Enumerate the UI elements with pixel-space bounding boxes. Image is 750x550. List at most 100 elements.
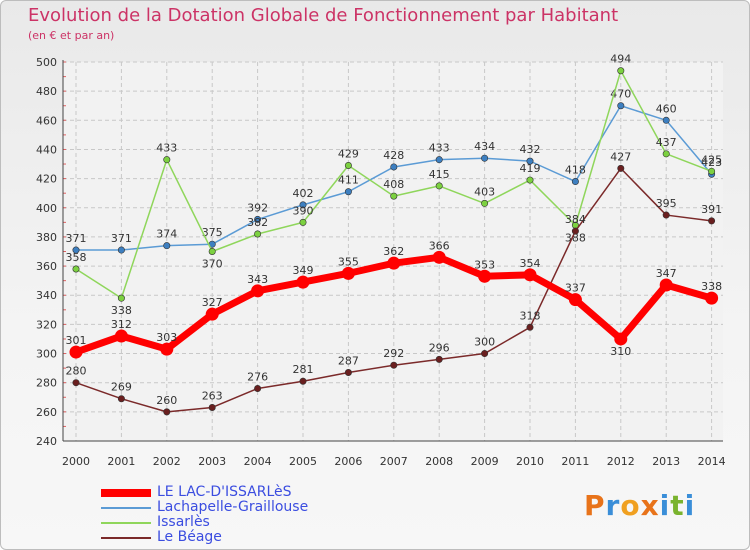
data-label: 337 <box>565 282 586 295</box>
data-point <box>617 102 625 110</box>
data-point <box>617 164 625 172</box>
legend-swatch <box>101 488 151 497</box>
data-point <box>571 178 579 186</box>
y-tick-label: 420 <box>36 173 57 186</box>
data-point <box>478 269 492 283</box>
legend-label: Le Béage <box>157 529 222 545</box>
y-tick-label: 320 <box>36 318 57 331</box>
data-point <box>662 116 670 124</box>
data-point <box>254 385 262 393</box>
data-label: 281 <box>293 363 314 376</box>
data-label: 318 <box>520 309 541 322</box>
data-label: 371 <box>111 232 132 245</box>
data-point <box>296 275 310 289</box>
data-point <box>344 188 352 196</box>
data-label: 338 <box>701 280 722 293</box>
data-point <box>481 350 489 358</box>
data-point <box>69 345 83 359</box>
legend-label: LE LAC-D'ISSARLèS <box>157 484 292 500</box>
logo-letter: r <box>605 489 621 522</box>
data-label: 384 <box>565 213 586 226</box>
data-label: 292 <box>383 347 404 360</box>
chart-title: Evolution de la Dotation Globale de Fonc… <box>28 5 619 26</box>
data-point <box>617 67 625 75</box>
data-point <box>344 368 352 376</box>
data-label: 419 <box>520 162 541 175</box>
data-label: 418 <box>565 164 586 177</box>
x-tick-label: 2008 <box>425 455 453 468</box>
x-tick-label: 2001 <box>107 455 135 468</box>
data-point <box>205 307 219 321</box>
data-label: 276 <box>247 371 268 384</box>
data-label: 428 <box>383 149 404 162</box>
logo-letter: i <box>659 489 671 522</box>
data-point <box>208 248 216 256</box>
x-tick-label: 2006 <box>334 455 362 468</box>
legend: LE LAC-D'ISSARLèS Lachapelle-Graillouse … <box>101 485 308 545</box>
data-label: 433 <box>429 142 450 155</box>
data-label: 310 <box>610 345 631 358</box>
x-tick-label: 2009 <box>471 455 499 468</box>
logo-letter: o <box>620 489 641 522</box>
data-point <box>163 408 171 416</box>
data-point <box>568 293 582 307</box>
x-tick-label: 2005 <box>289 455 317 468</box>
data-point <box>299 201 307 209</box>
logo-letter: x <box>640 489 660 522</box>
y-tick-label: 340 <box>36 289 57 302</box>
data-point <box>662 211 670 219</box>
data-point <box>299 377 307 385</box>
data-point <box>341 266 355 280</box>
x-tick-label: 2000 <box>62 455 90 468</box>
y-tick-label: 460 <box>36 114 57 127</box>
data-point <box>481 199 489 207</box>
data-point <box>387 256 401 270</box>
data-point <box>117 294 125 302</box>
data-point <box>390 361 398 369</box>
data-label: 366 <box>429 239 450 252</box>
x-tick-label: 2007 <box>380 455 408 468</box>
logo-letter: i <box>684 489 696 522</box>
data-label: 355 <box>338 255 359 268</box>
proxiti-logo: Proxiti <box>584 489 695 522</box>
data-label: 296 <box>429 341 450 354</box>
data-point <box>708 217 716 225</box>
data-point <box>390 192 398 200</box>
data-label: 347 <box>656 267 677 280</box>
logo-letter: P <box>584 489 606 522</box>
data-label: 391 <box>701 203 722 216</box>
data-point <box>72 379 80 387</box>
data-point <box>163 242 171 250</box>
data-point <box>344 161 352 169</box>
x-tick-label: 2014 <box>698 455 726 468</box>
y-tick-label: 240 <box>36 435 57 448</box>
data-label: 349 <box>293 264 314 277</box>
data-label: 375 <box>202 226 223 239</box>
data-label: 433 <box>156 142 177 155</box>
data-point <box>614 332 628 346</box>
data-point <box>571 227 579 235</box>
data-label: 371 <box>66 232 87 245</box>
data-label: 312 <box>111 318 132 331</box>
y-tick-label: 400 <box>36 202 57 215</box>
data-point <box>526 323 534 331</box>
data-label: 427 <box>610 150 631 163</box>
data-point <box>72 246 80 254</box>
data-label: 362 <box>383 245 404 258</box>
x-tick-label: 2013 <box>652 455 680 468</box>
chart-subtitle: (en € et par an) <box>28 29 115 42</box>
data-label: 327 <box>202 296 223 309</box>
y-tick-label: 480 <box>36 85 57 98</box>
logo-letter: t <box>670 489 685 522</box>
data-point <box>523 268 537 282</box>
data-label: 301 <box>66 334 87 347</box>
data-label: 353 <box>474 258 495 271</box>
y-tick-label: 500 <box>36 56 57 69</box>
x-tick-label: 2003 <box>198 455 226 468</box>
plot-area <box>63 62 723 441</box>
data-point <box>390 163 398 171</box>
data-label: 287 <box>338 354 359 367</box>
y-tick-label: 280 <box>36 377 57 390</box>
data-label: 432 <box>520 143 541 156</box>
data-point <box>114 329 128 343</box>
